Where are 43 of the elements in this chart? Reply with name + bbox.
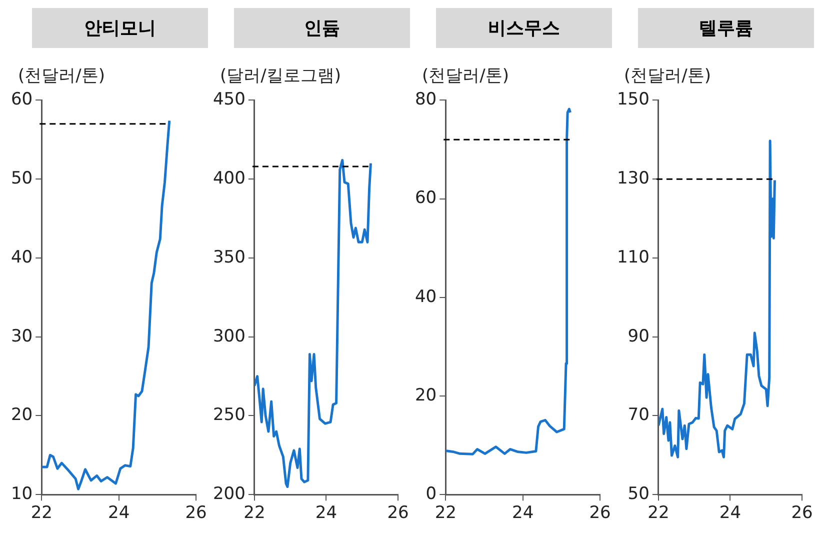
y-tick-label: 90: [628, 326, 650, 346]
chart-title: 텔루륨: [638, 8, 814, 48]
y-tick-label: 60: [414, 188, 437, 208]
y-tick-label: 10: [10, 484, 33, 504]
y-tick-label: 50: [628, 484, 650, 504]
y-tick-label: 70: [628, 405, 650, 426]
y-axis-title: (천달러/톤): [18, 65, 106, 87]
y-tick-label: 250: [212, 405, 246, 426]
y-tick-label: 450: [212, 90, 246, 110]
x-tick-label: 24: [108, 503, 130, 524]
y-tick-label: 20: [414, 385, 437, 406]
y-axis-title: (천달러/톤): [624, 65, 712, 87]
x-tick-label: 22: [30, 503, 52, 524]
y-tick-label: 110: [616, 247, 650, 268]
y-axis-title: (달러/킬로그램): [220, 65, 342, 87]
y-tick-label: 150: [616, 90, 650, 110]
chart-title: 안티모니: [32, 8, 208, 48]
x-tick-label: 24: [719, 503, 742, 524]
x-tick-label: 26: [185, 503, 207, 524]
x-tick-label: 26: [589, 503, 611, 524]
y-tick-label: 130: [616, 168, 650, 188]
y-tick-label: 40: [10, 247, 33, 268]
chart-title: 비스무스: [436, 8, 612, 48]
y-tick-label: 300: [212, 326, 246, 346]
y-axis-title: (천달러/톤): [422, 65, 510, 87]
x-tick-label: 24: [315, 503, 338, 524]
y-tick-label: 200: [212, 484, 246, 504]
x-tick-label: 22: [244, 503, 266, 524]
x-tick-label: 22: [648, 503, 670, 524]
y-tick-label: 0: [426, 484, 437, 504]
x-tick-label: 26: [387, 503, 409, 524]
y-tick-label: 40: [414, 286, 437, 307]
x-tick-label: 24: [512, 503, 534, 524]
y-tick-label: 20: [10, 405, 33, 426]
y-tick-label: 400: [212, 168, 246, 188]
y-tick-label: 60: [10, 90, 33, 110]
y-tick-label: 50: [10, 168, 33, 188]
x-tick-label: 26: [791, 503, 813, 524]
y-tick-label: 30: [10, 326, 33, 346]
x-tick-label: 22: [434, 503, 456, 524]
y-tick-label: 80: [414, 90, 437, 110]
y-tick-label: 350: [212, 247, 246, 268]
chart-title: 인듐: [234, 8, 410, 48]
